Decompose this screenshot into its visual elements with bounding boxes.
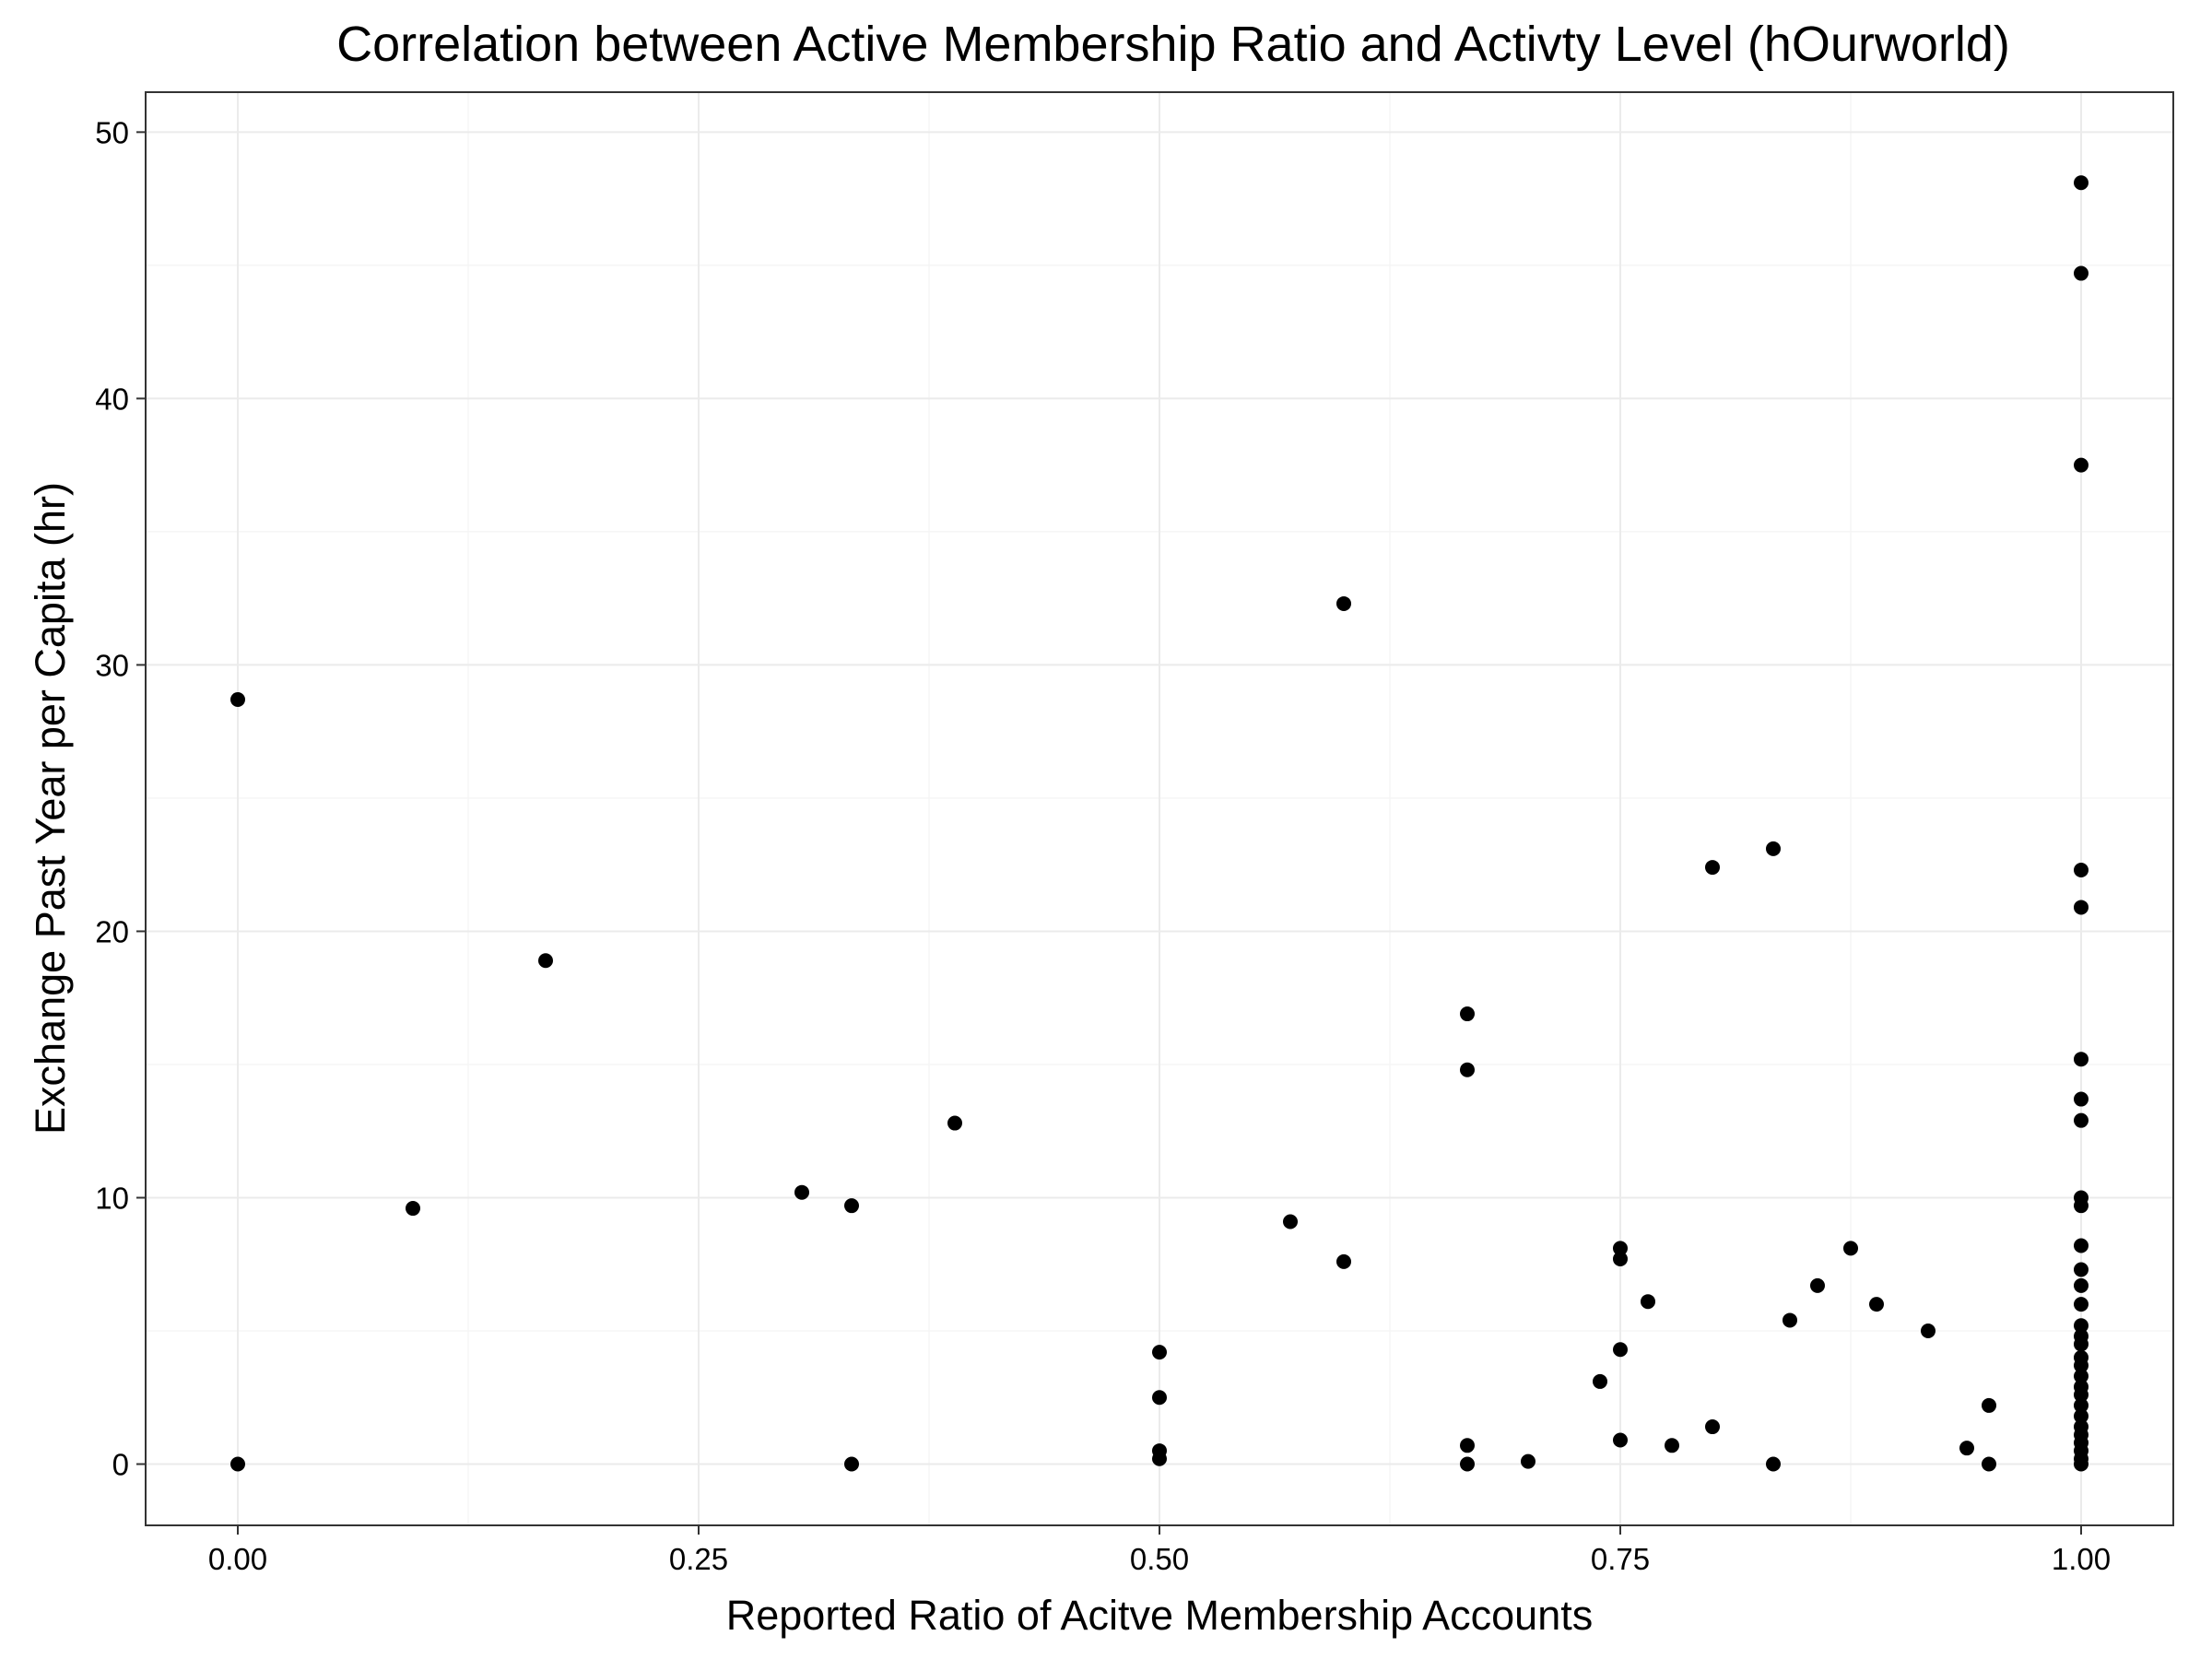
x-axis-ticks: 0.00 0.25 0.50 0.75 1.00 [208, 1525, 2111, 1576]
data-point [1810, 1277, 1825, 1293]
data-point [2074, 1456, 2088, 1472]
data-point [1766, 841, 1781, 856]
data-point [1959, 1441, 1974, 1456]
data-point [2074, 862, 2088, 877]
data-point [1521, 1453, 1535, 1469]
data-point [844, 1198, 859, 1214]
y-tick-label: 10 [95, 1181, 129, 1215]
data-points [230, 175, 2088, 1472]
data-point [2074, 1277, 2088, 1293]
data-point [2074, 175, 2088, 191]
y-axis-label: Exchange Past Year per Capita (hr) [27, 482, 74, 1135]
y-tick-label: 30 [95, 648, 129, 682]
data-point [2074, 1112, 2088, 1128]
data-point [2074, 1369, 2088, 1384]
data-point [1705, 1419, 1720, 1435]
data-point [1152, 1451, 1167, 1466]
data-point [2074, 900, 2088, 915]
y-tick-label: 40 [95, 382, 129, 416]
y-axis-ticks: 0 10 20 30 40 50 [95, 115, 146, 1482]
data-point [1613, 1241, 1628, 1256]
data-point [1783, 1312, 1797, 1328]
x-tick-label: 0.50 [1130, 1542, 1189, 1576]
data-point [1613, 1432, 1628, 1448]
data-point [538, 953, 553, 969]
chart-title: Correlation between Active Membership Ra… [336, 17, 2010, 72]
data-point [1336, 1253, 1351, 1269]
data-point [1460, 1062, 1475, 1077]
data-point [947, 1115, 962, 1131]
data-point [1460, 1438, 1475, 1453]
data-point [1283, 1214, 1298, 1230]
major-gridlines [146, 92, 2173, 1525]
data-point [406, 1201, 420, 1217]
x-axis-label: Reported Ratio of Acitve Membership Acco… [726, 1592, 1593, 1639]
data-point [230, 1456, 245, 1472]
data-point [2074, 1358, 2088, 1373]
data-point [2074, 1397, 2088, 1413]
data-point [2074, 1091, 2088, 1107]
data-point [1982, 1456, 1996, 1472]
data-point [1982, 1397, 1996, 1413]
data-point [2074, 1052, 2088, 1067]
data-point [1843, 1241, 1858, 1256]
data-point [1613, 1342, 1628, 1358]
data-point [2074, 1387, 2088, 1403]
data-point [794, 1184, 809, 1200]
data-point [230, 691, 245, 707]
data-point [2074, 1198, 2088, 1214]
x-tick-label: 0.00 [208, 1542, 267, 1576]
data-point [1705, 860, 1720, 876]
data-point [2074, 1262, 2088, 1277]
x-tick-label: 1.00 [2052, 1542, 2111, 1576]
data-point [2074, 1238, 2088, 1253]
data-point [1641, 1294, 1655, 1310]
data-point [2074, 265, 2088, 281]
y-tick-label: 20 [95, 914, 129, 948]
data-point [1665, 1438, 1679, 1453]
data-point [1869, 1297, 1884, 1312]
data-point [2074, 1318, 2088, 1334]
y-tick-label: 50 [95, 115, 129, 149]
data-point [1152, 1390, 1167, 1406]
data-point [1593, 1373, 1607, 1389]
x-tick-label: 0.75 [1591, 1542, 1650, 1576]
data-point [2074, 1297, 2088, 1312]
data-point [2074, 457, 2088, 473]
data-point [1152, 1345, 1167, 1360]
data-point [1460, 1006, 1475, 1022]
data-point [1766, 1456, 1781, 1472]
data-point [1921, 1324, 1936, 1339]
data-point [1460, 1456, 1475, 1472]
y-tick-label: 0 [112, 1448, 129, 1482]
data-point [1613, 1251, 1628, 1266]
data-point [844, 1456, 859, 1472]
x-tick-label: 0.25 [669, 1542, 728, 1576]
data-point [2074, 1408, 2088, 1424]
data-point [2074, 1336, 2088, 1352]
data-point [1336, 595, 1351, 611]
